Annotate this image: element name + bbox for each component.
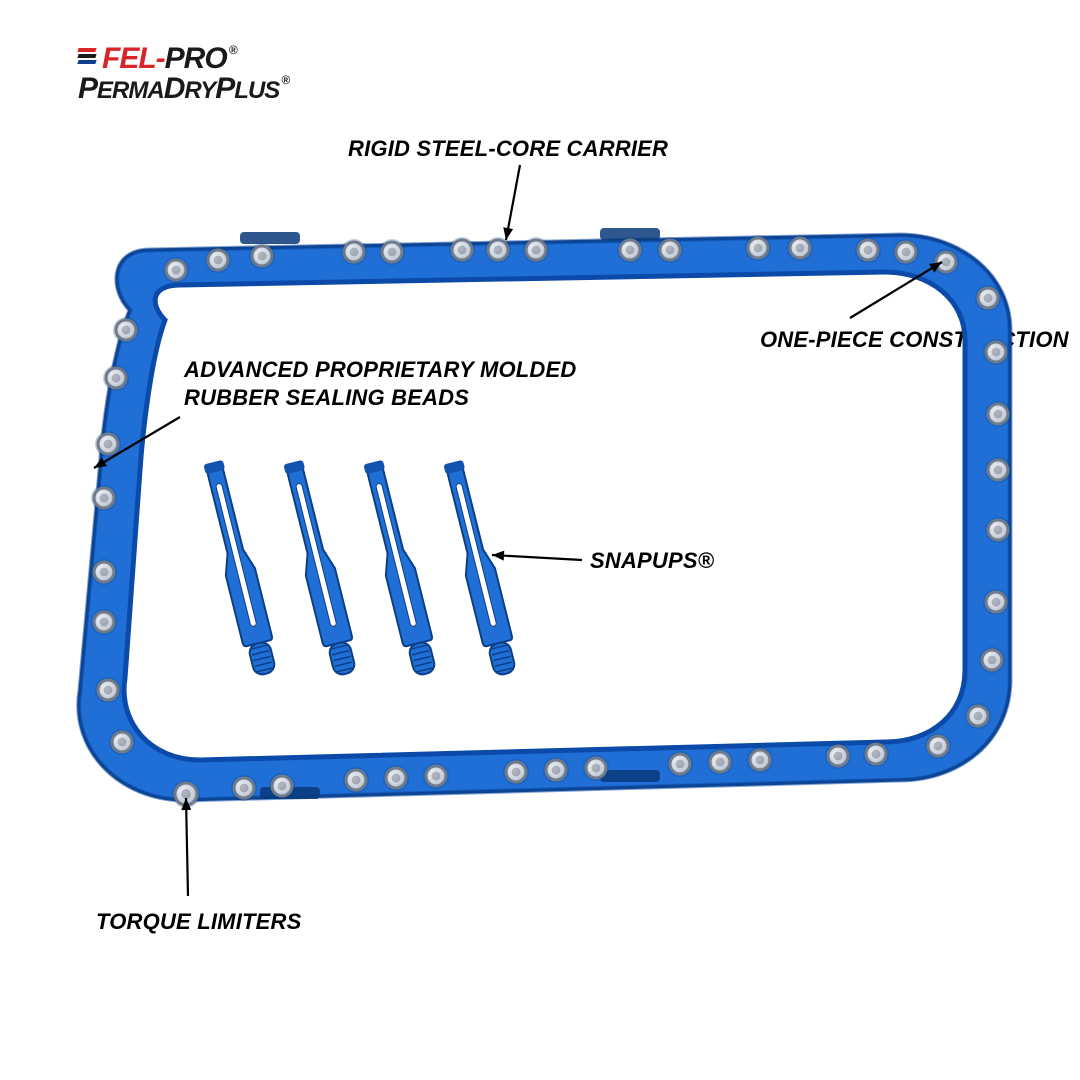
- infographic-canvas: FEL-PRO® P ERMA D RY P LUS ® RIGID STEEL…: [0, 0, 1080, 1080]
- gasket-diagram: [0, 0, 1080, 1080]
- snapups-group: [199, 459, 521, 678]
